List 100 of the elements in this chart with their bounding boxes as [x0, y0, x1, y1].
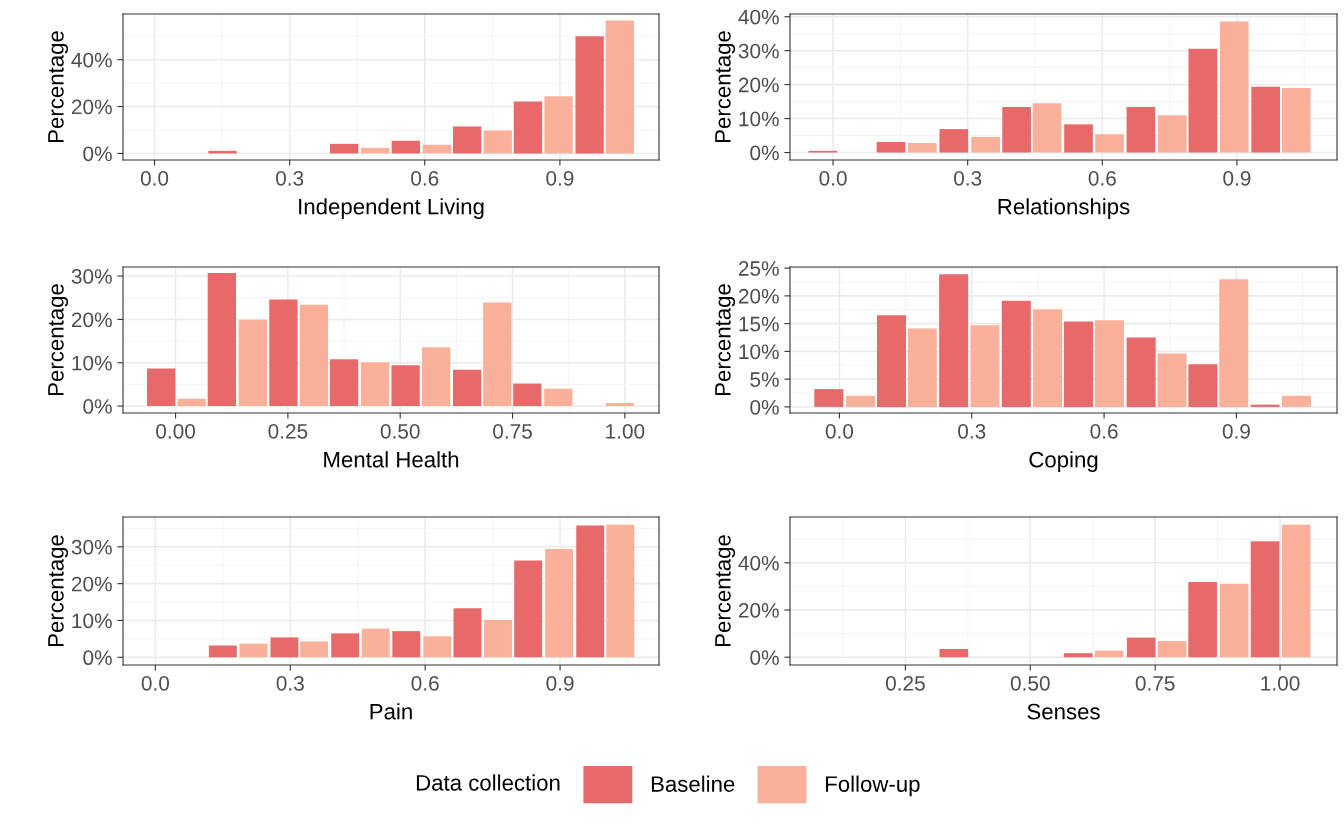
x-tick-label: 0.50: [1010, 675, 1050, 691]
bar: [907, 328, 937, 407]
bar: [422, 144, 452, 154]
bar: [1126, 637, 1156, 658]
bar: [1188, 581, 1217, 658]
y-tick-label: 10%: [739, 344, 779, 360]
bar: [453, 369, 482, 407]
y-tick-label: 30%: [738, 43, 779, 59]
x-tick-label: 0.6: [1090, 423, 1118, 439]
bar: [331, 633, 360, 658]
bar: [1033, 309, 1063, 407]
x-tick-label: 0.50: [380, 423, 420, 439]
x-tick-label: 0.0: [825, 423, 854, 439]
bar: [484, 620, 512, 658]
y-axis-title: Percentage: [48, 284, 69, 395]
bar: [177, 398, 206, 407]
bar: [1157, 353, 1187, 407]
bar: [575, 36, 604, 154]
y-tick-label: 20%: [738, 603, 779, 618]
bar: [1094, 320, 1124, 407]
x-tick-label: 0.3: [276, 675, 304, 691]
bar: [814, 389, 844, 407]
x-axis-title: Independent Living: [299, 198, 484, 219]
bar: [270, 637, 299, 658]
bar: [1094, 650, 1124, 658]
y-axis-title: Percentage: [48, 31, 69, 142]
x-tick-label: 0.0: [140, 170, 169, 186]
bar: [939, 648, 969, 658]
bar: [606, 524, 635, 658]
y-tick-label: 40%: [71, 52, 112, 68]
bar: [544, 388, 573, 407]
x-tick-label: 0.00: [156, 423, 196, 439]
bar: [1251, 86, 1280, 153]
x-tick-label: 0.3: [954, 170, 982, 186]
bar: [1126, 107, 1156, 153]
bar: [605, 20, 634, 154]
x-tick-label: 0.9: [1223, 170, 1251, 186]
bar: [329, 359, 359, 407]
bar: [1281, 88, 1311, 153]
y-tick-label: 0%: [750, 145, 779, 161]
bar: [361, 628, 390, 658]
bar: [1001, 300, 1031, 407]
bar: [453, 608, 482, 658]
legend-title: Data collection: [416, 774, 560, 791]
bar: [391, 140, 421, 154]
y-tick-label: 0%: [83, 146, 112, 162]
y-axis-title: Percentage: [715, 284, 736, 395]
bar: [1281, 395, 1311, 407]
bar: [360, 362, 390, 407]
x-tick-label: 0.0: [819, 170, 847, 186]
legend-label: Baseline: [651, 775, 735, 792]
bar: [1250, 541, 1280, 658]
bar: [392, 631, 421, 658]
y-axis-title: Percentage: [48, 535, 69, 646]
bar: [1063, 321, 1094, 407]
bar: [544, 96, 573, 154]
bar: [1157, 115, 1187, 153]
y-tick-label: 10%: [72, 613, 112, 629]
x-tick-label: 0.75: [1135, 675, 1175, 691]
bar: [1002, 107, 1031, 153]
bar: [329, 143, 359, 154]
bar: [299, 304, 329, 407]
x-axis-title: Relationships: [998, 198, 1130, 219]
x-tick-label: 0.0: [141, 675, 170, 691]
y-tick-label: 15%: [739, 316, 779, 332]
bar: [422, 347, 451, 407]
bar: [876, 315, 906, 407]
bar: [846, 395, 876, 407]
y-tick-label: 0%: [83, 399, 112, 414]
bar: [545, 549, 574, 658]
x-tick-label: 0.6: [1088, 170, 1116, 186]
x-tick-label: 0.6: [411, 170, 439, 186]
y-tick-label: 40%: [738, 9, 779, 25]
bar: [300, 641, 329, 658]
bar: [1281, 524, 1311, 658]
x-axis-title: Senses: [1027, 703, 1100, 720]
y-tick-label: 20%: [738, 288, 779, 304]
bar: [269, 299, 298, 407]
legend-label: Follow-up: [826, 775, 920, 797]
x-tick-label: 0.9: [546, 170, 574, 186]
bar: [876, 142, 906, 153]
bar: [1063, 653, 1093, 658]
bar: [971, 136, 1000, 153]
bar: [939, 129, 969, 153]
y-tick-label: 0%: [83, 650, 112, 666]
bar: [238, 319, 267, 407]
bar: [1219, 279, 1249, 407]
x-tick-label: 1.00: [606, 423, 645, 439]
bar: [1095, 134, 1124, 153]
bar: [1219, 583, 1249, 658]
bar: [423, 636, 452, 658]
x-tick-label: 0.9: [546, 675, 574, 691]
x-tick-label: 0.25: [268, 423, 308, 439]
bar: [513, 101, 543, 154]
bar: [939, 274, 969, 407]
bar: [1188, 48, 1218, 153]
bar: [514, 560, 543, 658]
x-tick-label: 0.25: [885, 675, 925, 691]
y-tick-label: 0%: [750, 650, 779, 665]
x-tick-label: 0.3: [275, 170, 304, 186]
